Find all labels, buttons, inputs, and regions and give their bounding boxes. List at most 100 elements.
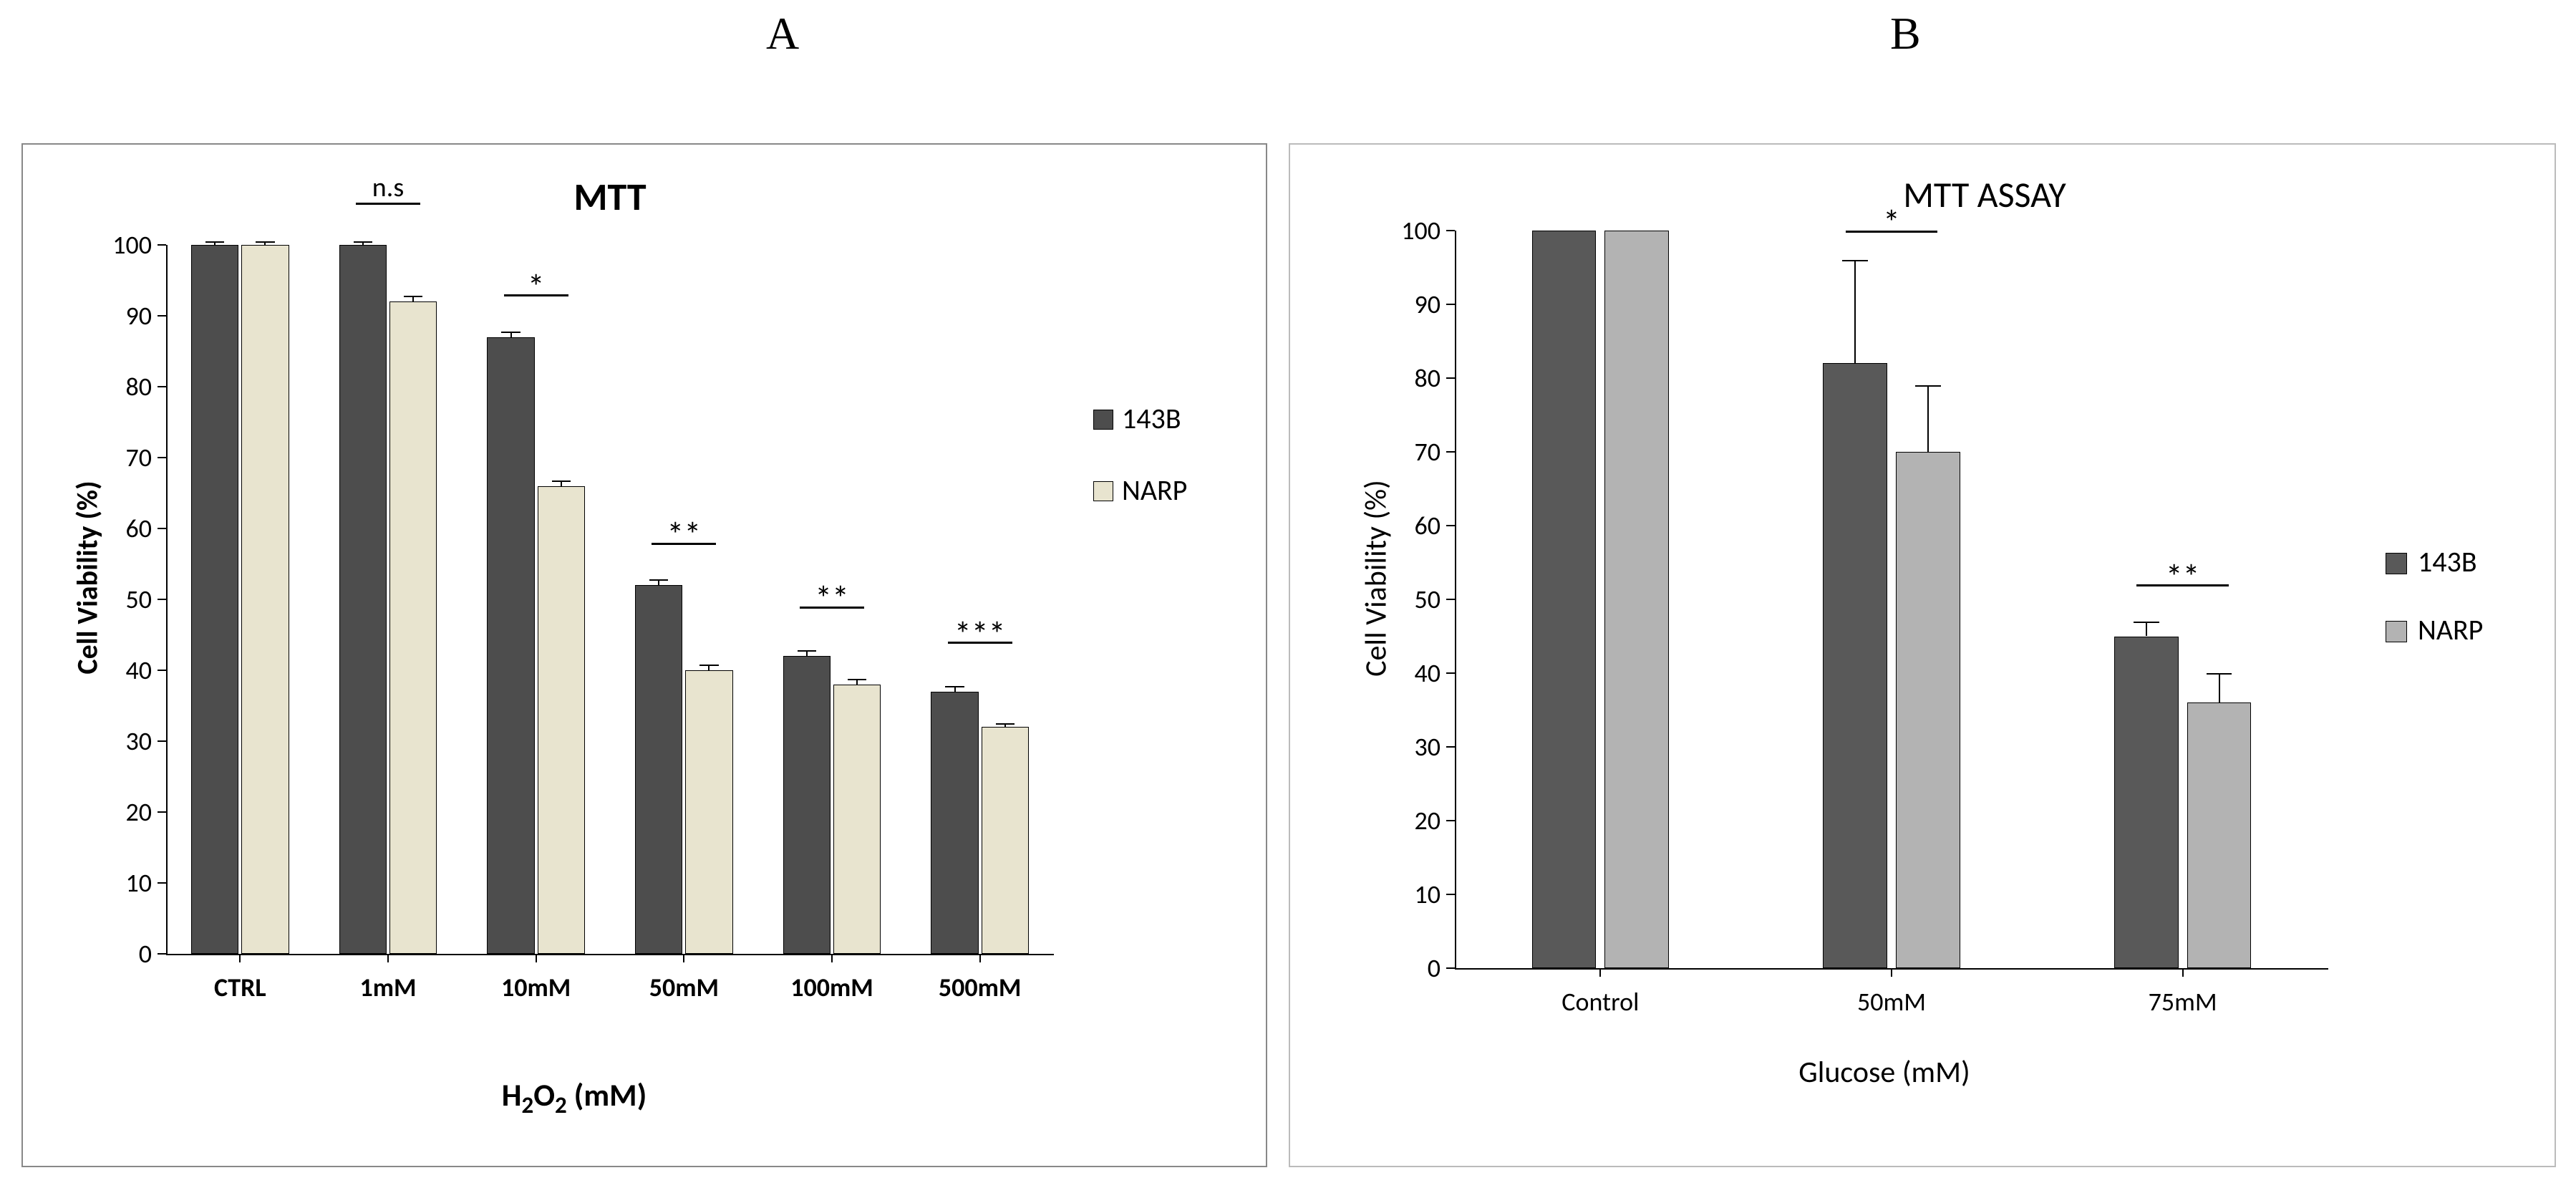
significance-label: * bbox=[504, 266, 568, 308]
legend-label-143b-b: 143B bbox=[2418, 544, 2477, 579]
bar-narp bbox=[1604, 231, 1668, 968]
y-tick-label: 10 bbox=[95, 867, 152, 899]
y-tick bbox=[1446, 820, 1455, 821]
significance-label: ** bbox=[2136, 556, 2229, 598]
bar-narp bbox=[685, 670, 732, 954]
y-tick bbox=[158, 528, 166, 529]
significance-label: ** bbox=[800, 577, 864, 619]
x-category-label: CTRL bbox=[166, 972, 314, 1003]
y-tick-label: 100 bbox=[95, 229, 152, 261]
y-tick bbox=[1446, 672, 1455, 674]
y-tick-label: 10 bbox=[1383, 879, 1440, 910]
y-tick-label: 30 bbox=[95, 725, 152, 757]
y-tick bbox=[158, 599, 166, 600]
x-category-label: 75mM bbox=[2037, 986, 2328, 1018]
bar-narp bbox=[2187, 702, 2251, 968]
bar-narp bbox=[982, 727, 1029, 954]
y-tick-label: 0 bbox=[1383, 952, 1440, 984]
error-bar bbox=[1927, 385, 1929, 452]
plot-area-b: *** bbox=[1455, 231, 2328, 968]
bar-143b bbox=[931, 692, 978, 954]
x-category-label: 50mM bbox=[1746, 986, 2038, 1018]
x-tick bbox=[831, 954, 833, 962]
y-tick bbox=[1446, 967, 1455, 969]
error-bar bbox=[2219, 673, 2220, 702]
y-tick-label: 90 bbox=[95, 300, 152, 332]
y-tick-label: 70 bbox=[95, 442, 152, 473]
y-tick-label: 70 bbox=[1383, 436, 1440, 468]
error-bar bbox=[2146, 622, 2147, 637]
x-tick bbox=[2182, 968, 2184, 977]
significance-label: * bbox=[1846, 201, 1938, 243]
error-cap bbox=[256, 241, 274, 243]
legend-label-143b-a: 143B bbox=[1122, 401, 1181, 436]
error-cap bbox=[1915, 385, 1941, 387]
error-cap bbox=[699, 665, 718, 666]
x-axis-label-b: Glucose (mM) bbox=[1705, 1054, 2063, 1091]
y-tick bbox=[1446, 451, 1455, 453]
y-tick bbox=[158, 953, 166, 955]
legend-swatch-143b-a bbox=[1093, 410, 1113, 430]
y-tick bbox=[158, 386, 166, 387]
y-axis-a bbox=[166, 245, 168, 955]
error-cap bbox=[798, 650, 816, 652]
legend-swatch-narp-a bbox=[1093, 481, 1113, 501]
error-cap bbox=[2134, 622, 2159, 623]
panel-label-a: A bbox=[766, 7, 799, 60]
y-tick bbox=[158, 811, 166, 813]
y-tick-label: 30 bbox=[1383, 731, 1440, 763]
significance-label: ** bbox=[652, 513, 716, 556]
panel-b: MTT ASSAY *** Cell Viability (%) Glucose… bbox=[1289, 143, 2556, 1167]
error-cap bbox=[996, 723, 1015, 725]
chart-title-a: MTT bbox=[467, 173, 753, 221]
x-tick bbox=[1599, 968, 1601, 977]
bar-143b bbox=[339, 245, 387, 954]
significance-label: *** bbox=[948, 613, 1012, 655]
y-tick bbox=[1446, 304, 1455, 305]
bar-143b bbox=[1532, 231, 1596, 968]
y-tick bbox=[1446, 525, 1455, 526]
y-tick bbox=[1446, 599, 1455, 600]
y-tick bbox=[158, 315, 166, 317]
x-tick bbox=[387, 954, 389, 962]
error-cap bbox=[501, 332, 520, 333]
error-cap bbox=[1842, 260, 1868, 261]
bar-143b bbox=[635, 585, 682, 954]
plot-area-a: n.s******** bbox=[166, 245, 1054, 954]
y-tick-label: 0 bbox=[95, 938, 152, 970]
legend-swatch-143b-b bbox=[2386, 553, 2407, 574]
y-tick-label: 90 bbox=[1383, 289, 1440, 320]
y-tick-label: 100 bbox=[1383, 215, 1440, 246]
error-cap bbox=[404, 296, 422, 297]
y-tick bbox=[1446, 230, 1455, 231]
y-tick bbox=[158, 882, 166, 884]
figure-root: A B MTT n.s******** Cell Viability (%) H… bbox=[0, 0, 2576, 1193]
bar-narp bbox=[241, 245, 289, 954]
bar-narp bbox=[538, 486, 585, 954]
y-tick bbox=[158, 457, 166, 458]
y-tick bbox=[158, 670, 166, 671]
legend-swatch-narp-b bbox=[2386, 621, 2407, 642]
y-tick-label: 40 bbox=[95, 655, 152, 686]
x-category-label: 1mM bbox=[314, 972, 463, 1003]
error-bar bbox=[1854, 260, 1856, 363]
x-category-label: 50mM bbox=[610, 972, 758, 1003]
x-category-label: Control bbox=[1455, 986, 1746, 1018]
error-cap bbox=[2207, 673, 2232, 675]
significance-label: n.s bbox=[356, 171, 420, 204]
x-axis-label-a: H2O2 (mM) bbox=[395, 1076, 753, 1119]
bar-narp bbox=[389, 301, 437, 954]
y-tick-label: 80 bbox=[1383, 362, 1440, 394]
x-category-label: 500mM bbox=[906, 972, 1054, 1003]
y-tick bbox=[1446, 746, 1455, 748]
y-tick bbox=[158, 244, 166, 246]
bar-143b bbox=[487, 337, 534, 954]
bar-143b bbox=[191, 245, 238, 954]
bar-143b bbox=[783, 656, 831, 954]
y-tick-label: 50 bbox=[1383, 584, 1440, 615]
legend-label-narp-b: NARP bbox=[2418, 612, 2483, 647]
x-tick bbox=[1891, 968, 1892, 977]
error-cap bbox=[945, 686, 964, 687]
y-tick-label: 80 bbox=[95, 371, 152, 402]
y-tick bbox=[1446, 377, 1455, 379]
